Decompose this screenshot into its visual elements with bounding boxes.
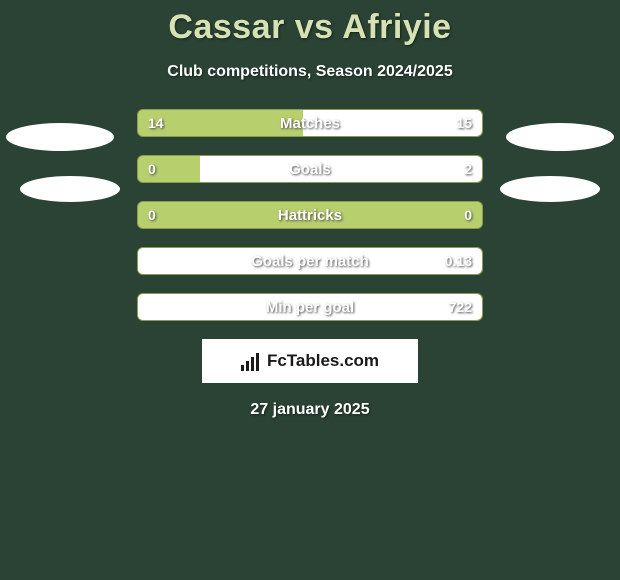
logo-box: FcTables.com <box>202 339 418 383</box>
stat-bar: 00Hattricks <box>137 201 483 229</box>
page-title: Cassar vs Afriyie <box>0 0 620 47</box>
subtitle: Club competitions, Season 2024/2025 <box>0 63 620 81</box>
bars-container: 1415Matches 02Goals 00Hattricks 0.13Goals p… <box>137 109 483 321</box>
bar-label: Goals per match <box>138 248 482 274</box>
stat-bar: 722Min per goal <box>137 293 483 321</box>
chart-area: 1415Matches 02Goals 00Hattricks 0.13Goals p… <box>0 109 620 321</box>
bar-label: Matches <box>138 110 482 136</box>
comparison-infographic: Cassar vs Afriyie Club competitions, Sea… <box>0 0 620 580</box>
logo-bars-icon <box>241 351 261 371</box>
stat-bar: 1415Matches <box>137 109 483 137</box>
bar-label: Min per goal <box>138 294 482 320</box>
date-label: 27 january 2025 <box>0 401 620 419</box>
stat-bar: 0.13Goals per match <box>137 247 483 275</box>
stat-bar: 02Goals <box>137 155 483 183</box>
bar-label: Hattricks <box>138 202 482 228</box>
bar-label: Goals <box>138 156 482 182</box>
logo-text: FcTables.com <box>267 351 379 371</box>
